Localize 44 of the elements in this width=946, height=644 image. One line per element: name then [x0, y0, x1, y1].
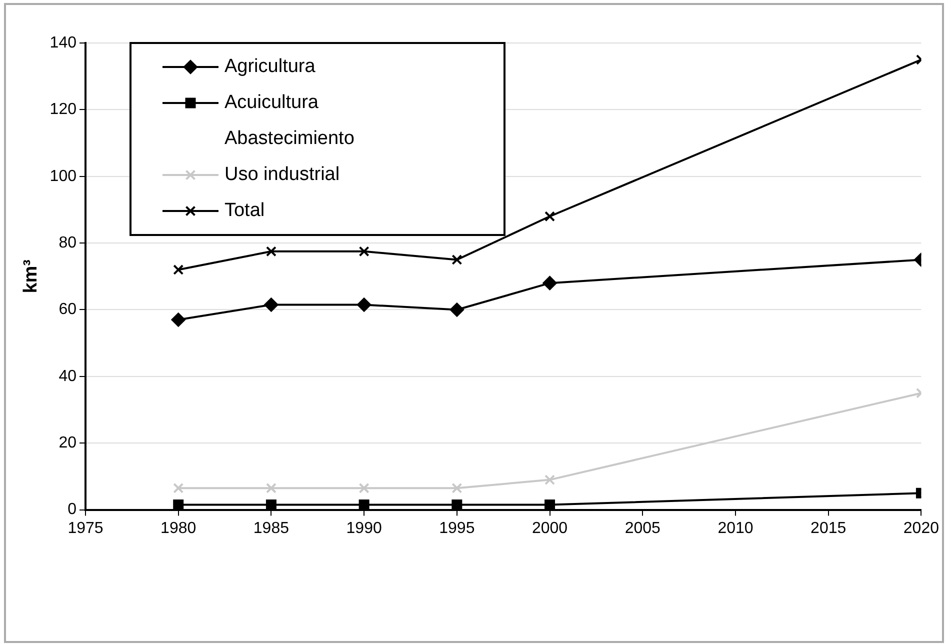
legend-label: Total	[224, 200, 265, 222]
y-tick-label: 120	[50, 101, 77, 118]
x-tick-label: 2000	[532, 520, 568, 537]
y-tick-label: 0	[68, 501, 77, 518]
point	[450, 302, 464, 317]
point	[358, 482, 370, 494]
point	[452, 482, 462, 494]
x-tick-label: 2015	[810, 520, 846, 537]
point	[171, 312, 186, 327]
point	[266, 482, 276, 494]
point	[544, 500, 556, 510]
point	[264, 298, 278, 312]
point	[542, 276, 557, 290]
point	[266, 246, 276, 257]
y-tick-label: 60	[58, 301, 77, 318]
point	[452, 254, 462, 265]
point	[452, 500, 462, 510]
legend-label: Agricultura	[224, 56, 316, 78]
point	[544, 211, 556, 222]
x-tick-label: 2010	[718, 520, 754, 537]
y-tick-label: 100	[50, 168, 77, 185]
y-tick-label: 40	[58, 368, 77, 385]
x-tick-label: 2005	[624, 520, 661, 537]
x-tick-label: 1975	[68, 520, 104, 537]
x-tick-label: 1980	[160, 520, 196, 537]
text: Abastecimiento	[224, 128, 354, 150]
legend-label: Uso industrial	[224, 164, 340, 186]
y-tick-label: 140	[50, 34, 77, 52]
point	[358, 246, 370, 257]
y-tick-label: 20	[58, 434, 77, 452]
legend-label: Acuicultura	[224, 92, 319, 114]
point	[544, 474, 556, 486]
x-tick-label: 2020	[903, 520, 940, 537]
x-tick-label: 1990	[346, 520, 382, 537]
point	[358, 500, 370, 510]
point	[173, 500, 184, 510]
point	[173, 264, 184, 275]
x-tick-label: 1985	[253, 520, 290, 537]
point	[266, 500, 276, 510]
point	[357, 298, 372, 312]
x-tick-label: 1995	[439, 520, 475, 537]
y-tick-label: 80	[58, 234, 77, 252]
point	[173, 482, 184, 494]
y-axis-title: km³	[20, 260, 42, 294]
